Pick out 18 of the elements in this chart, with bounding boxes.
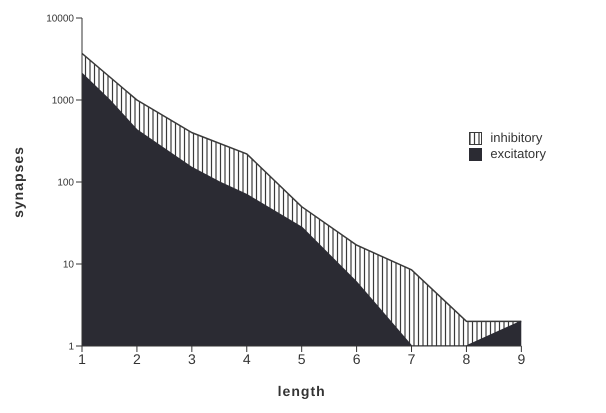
x-tick-label: 2	[133, 350, 142, 367]
y-tick-label: 1	[68, 342, 74, 353]
x-tick-label: 6	[352, 350, 361, 367]
x-axis-title: length	[278, 383, 326, 399]
x-tick-label: 9	[517, 350, 526, 367]
x-tick-label: 4	[242, 350, 251, 367]
x-tick-label: 8	[462, 350, 471, 367]
x-tick-label: 7	[408, 350, 416, 367]
x-tick-label: 3	[188, 350, 196, 367]
y-tick-label: 100	[57, 178, 74, 189]
y-axis-title: synapses	[10, 146, 26, 218]
x-tick-label: 1	[78, 350, 86, 367]
y-tick-label: 10000	[46, 14, 74, 25]
legend-label: inhibitory	[490, 130, 542, 146]
legend-label: excitatory	[490, 146, 546, 162]
y-tick-label: 1000	[52, 96, 74, 107]
x-tick-label: 5	[298, 350, 306, 367]
y-tick-label: 10	[62, 260, 74, 271]
